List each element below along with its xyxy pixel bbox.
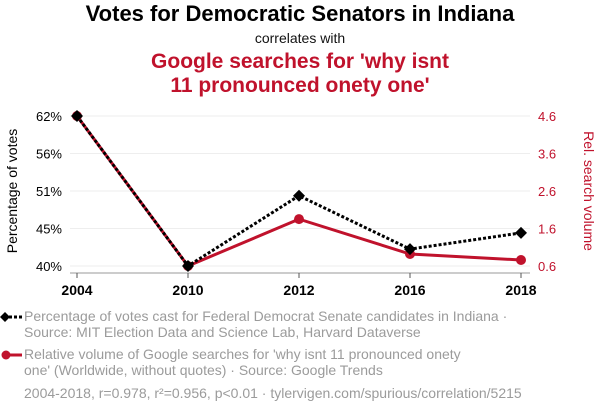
x-tick-label: 2016 — [394, 282, 425, 298]
chart-plot: 62% 56% 51% 45% 40% 4.6 3.6 2.6 1.6 0.6 2004 2010 20… — [4, 109, 597, 298]
data-point-votes — [404, 243, 416, 256]
legend-text-line: Percentage of votes cast for Federal Dem… — [24, 308, 508, 324]
legend-text-line: Source: MIT Election Data and Science La… — [24, 324, 421, 340]
chart-title-secondary-line2: 11 pronounced onety one' — [170, 74, 430, 97]
legend-marker-diamond-icon — [0, 312, 22, 322]
legend-text-votes: Percentage of votes cast for Federal Dem… — [24, 308, 584, 340]
y-tick-label-left: 51% — [36, 184, 62, 199]
chart-title-secondary-line1: Google searches for 'why isnt — [151, 50, 449, 73]
series-votes — [71, 110, 527, 272]
data-point-votes — [515, 226, 527, 239]
chart-title: Votes for Democratic Senators in Indiana — [85, 1, 515, 26]
x-tick-label: 2012 — [283, 282, 314, 298]
x-tick-label: 2004 — [61, 282, 92, 298]
legend-text-line: one' (Worldwide, without quotes) · Sourc… — [24, 362, 383, 378]
y-tick-label-left: 62% — [36, 109, 62, 124]
y-tick-label-right: 3.6 — [538, 147, 556, 162]
x-tick-label: 2010 — [172, 282, 203, 298]
gridlines — [70, 115, 530, 267]
data-point-search — [294, 214, 304, 225]
y-axis-label-left: Percentage of votes — [4, 129, 20, 254]
data-point-votes — [293, 189, 305, 202]
data-point-search — [516, 255, 526, 265]
data-point-votes — [71, 110, 83, 122]
y-tick-label-left: 45% — [36, 222, 62, 237]
data-point-votes — [182, 260, 194, 272]
y-tick-label-right: 0.6 — [538, 259, 556, 274]
y-axis-label-right: Rel. search volume — [581, 131, 597, 251]
legend-text-search: Relative volume of Google searches for '… — [24, 346, 584, 378]
chart-subtitle: correlates with — [254, 30, 346, 46]
footer-stats: 2004-2018, r=0.978, r²=0.956, p<0.01 · t… — [24, 385, 522, 401]
y-tick-label-right: 2.6 — [538, 184, 556, 199]
legend-text-line: Relative volume of Google searches for '… — [24, 346, 461, 362]
y-tick-label-right: 4.6 — [538, 109, 556, 124]
y-tick-label-left: 40% — [36, 259, 62, 274]
x-tick-label: 2018 — [505, 282, 536, 298]
axes: 62% 56% 51% 45% 40% 4.6 3.6 2.6 1.6 0.6 2004 2010 20… — [36, 109, 556, 298]
y-tick-label-right: 1.6 — [538, 222, 556, 237]
y-tick-label-left: 56% — [36, 147, 62, 162]
chart-title-secondary: Google searches for 'why isnt 11 pronoun… — [0, 50, 600, 98]
legend-marker-circle-icon — [1, 350, 22, 360]
